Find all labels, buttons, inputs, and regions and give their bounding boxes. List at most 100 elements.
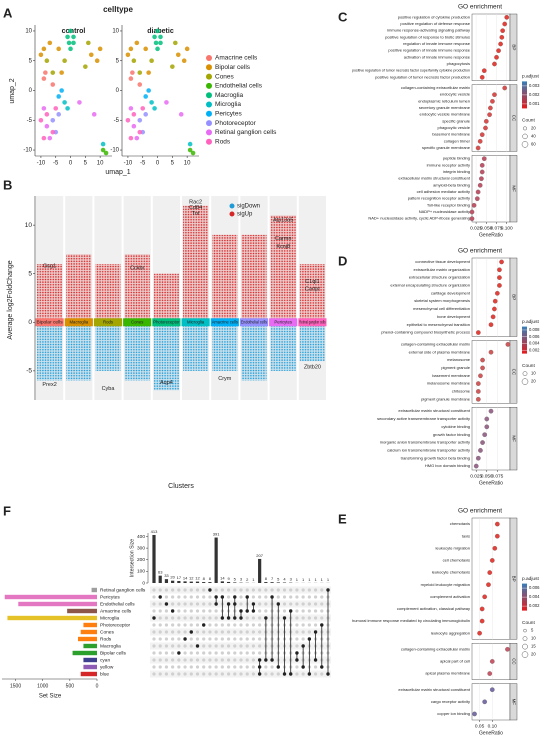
point xyxy=(66,40,72,46)
y-tick-label: 10 xyxy=(25,222,33,229)
matrix-empty xyxy=(320,602,324,606)
matrix-empty xyxy=(208,644,212,648)
term-dot xyxy=(500,28,505,33)
matrix-empty xyxy=(183,658,187,662)
matrix-empty xyxy=(164,630,169,634)
matrix-empty xyxy=(233,630,237,634)
legend-label: Rods xyxy=(215,138,231,145)
matrix-empty xyxy=(214,651,218,655)
legend-swatch xyxy=(206,129,212,136)
colorbar-label: 0.002 xyxy=(529,603,540,608)
matrix-empty xyxy=(245,672,249,676)
matrix-empty xyxy=(295,616,299,620)
matrix-empty xyxy=(226,623,231,627)
matrix-empty xyxy=(152,609,156,613)
gene-label: Crym xyxy=(218,376,232,382)
term-dot xyxy=(488,349,494,355)
gene-label: Aqp4 xyxy=(160,380,173,386)
point xyxy=(137,117,143,123)
matrix-empty xyxy=(220,665,224,669)
matrix-empty xyxy=(171,588,175,592)
matrix-empty xyxy=(320,609,324,613)
matrix-dot xyxy=(295,651,299,655)
term-dot xyxy=(479,132,485,137)
facet-strip xyxy=(509,340,518,404)
term-dot xyxy=(476,455,481,461)
matrix-empty xyxy=(251,637,256,641)
point xyxy=(100,141,106,147)
x-tick-label: 0.100 xyxy=(501,225,513,231)
point xyxy=(128,46,134,52)
point xyxy=(100,147,106,153)
x-tick-label: 5 xyxy=(84,161,88,167)
matrix-empty xyxy=(214,609,218,613)
matrix-empty xyxy=(251,595,256,599)
matrix-empty xyxy=(195,623,200,627)
term-dot xyxy=(478,373,483,379)
matrix-empty xyxy=(295,672,299,676)
term-label: external side of plasma membrane xyxy=(409,349,471,354)
term-dot xyxy=(476,330,481,335)
term-label: endocytic vesicle xyxy=(440,92,471,97)
matrix-empty xyxy=(177,609,181,613)
matrix-empty xyxy=(183,644,187,648)
matrix-empty xyxy=(251,588,256,592)
matrix-empty xyxy=(164,588,169,592)
matrix-empty xyxy=(307,623,311,627)
matrix-empty xyxy=(208,651,212,655)
point xyxy=(187,147,193,153)
matrix-empty xyxy=(152,637,156,641)
point xyxy=(155,28,160,34)
matrix-empty xyxy=(214,616,218,620)
size-label: 10 xyxy=(531,371,536,376)
bar-label: 8 xyxy=(265,576,268,581)
matrix-empty xyxy=(171,658,175,662)
legend-label: Macroglia xyxy=(215,92,244,99)
matrix-empty xyxy=(295,602,299,606)
bar-label: 1 xyxy=(314,577,317,582)
intersection-bar xyxy=(214,537,218,583)
legend-label: Microglia xyxy=(215,101,241,108)
facet-label: CC xyxy=(511,115,516,122)
matrix-empty xyxy=(264,602,268,606)
y-tick-label: -10 xyxy=(110,148,119,154)
term-label: complement activation, classical pathway xyxy=(397,606,470,611)
y-tick-label: 100 xyxy=(137,569,145,575)
matrix-empty xyxy=(320,595,324,599)
matrix-empty xyxy=(171,623,175,627)
matrix-empty xyxy=(220,644,224,648)
matrix-empty xyxy=(245,637,249,641)
intersection-bar xyxy=(220,581,224,583)
matrix-empty xyxy=(171,630,175,634)
point xyxy=(190,150,196,156)
term-dot xyxy=(477,139,483,144)
matrix-empty xyxy=(220,588,224,592)
point xyxy=(149,100,154,105)
y-tick-label: 0 xyxy=(116,88,120,94)
x-tick-label: 0 xyxy=(69,161,73,167)
term-label: extracellular matrix organization xyxy=(414,267,470,272)
set-label: Macroglia xyxy=(100,643,121,649)
point xyxy=(143,46,148,52)
point xyxy=(184,46,190,52)
matrix-empty xyxy=(295,637,299,641)
term-dot xyxy=(479,606,485,612)
matrix-empty xyxy=(313,588,318,592)
colorbar-label: 0.002 xyxy=(529,347,540,352)
term-dot xyxy=(475,189,481,195)
legend-label: Retinal ganglion cells xyxy=(215,129,277,136)
matrix-empty xyxy=(320,616,324,620)
cluster-label: Photoreceptor xyxy=(153,319,180,324)
matrix-empty xyxy=(152,672,156,676)
x-tick-label: 1000 xyxy=(37,683,48,689)
term-label: epithelial to mesenchymal transition xyxy=(407,322,470,327)
x-tick-label: 0.025 xyxy=(470,225,482,231)
matrix-dot xyxy=(233,602,237,606)
term-label: melanosome membrane xyxy=(427,381,471,386)
matrix-dot xyxy=(301,665,305,669)
matrix-empty xyxy=(226,595,231,599)
term-label: integrin binding xyxy=(443,169,470,174)
matrix-empty xyxy=(301,623,305,627)
term-label: specific granule xyxy=(442,118,471,123)
matrix-dot xyxy=(276,665,280,669)
